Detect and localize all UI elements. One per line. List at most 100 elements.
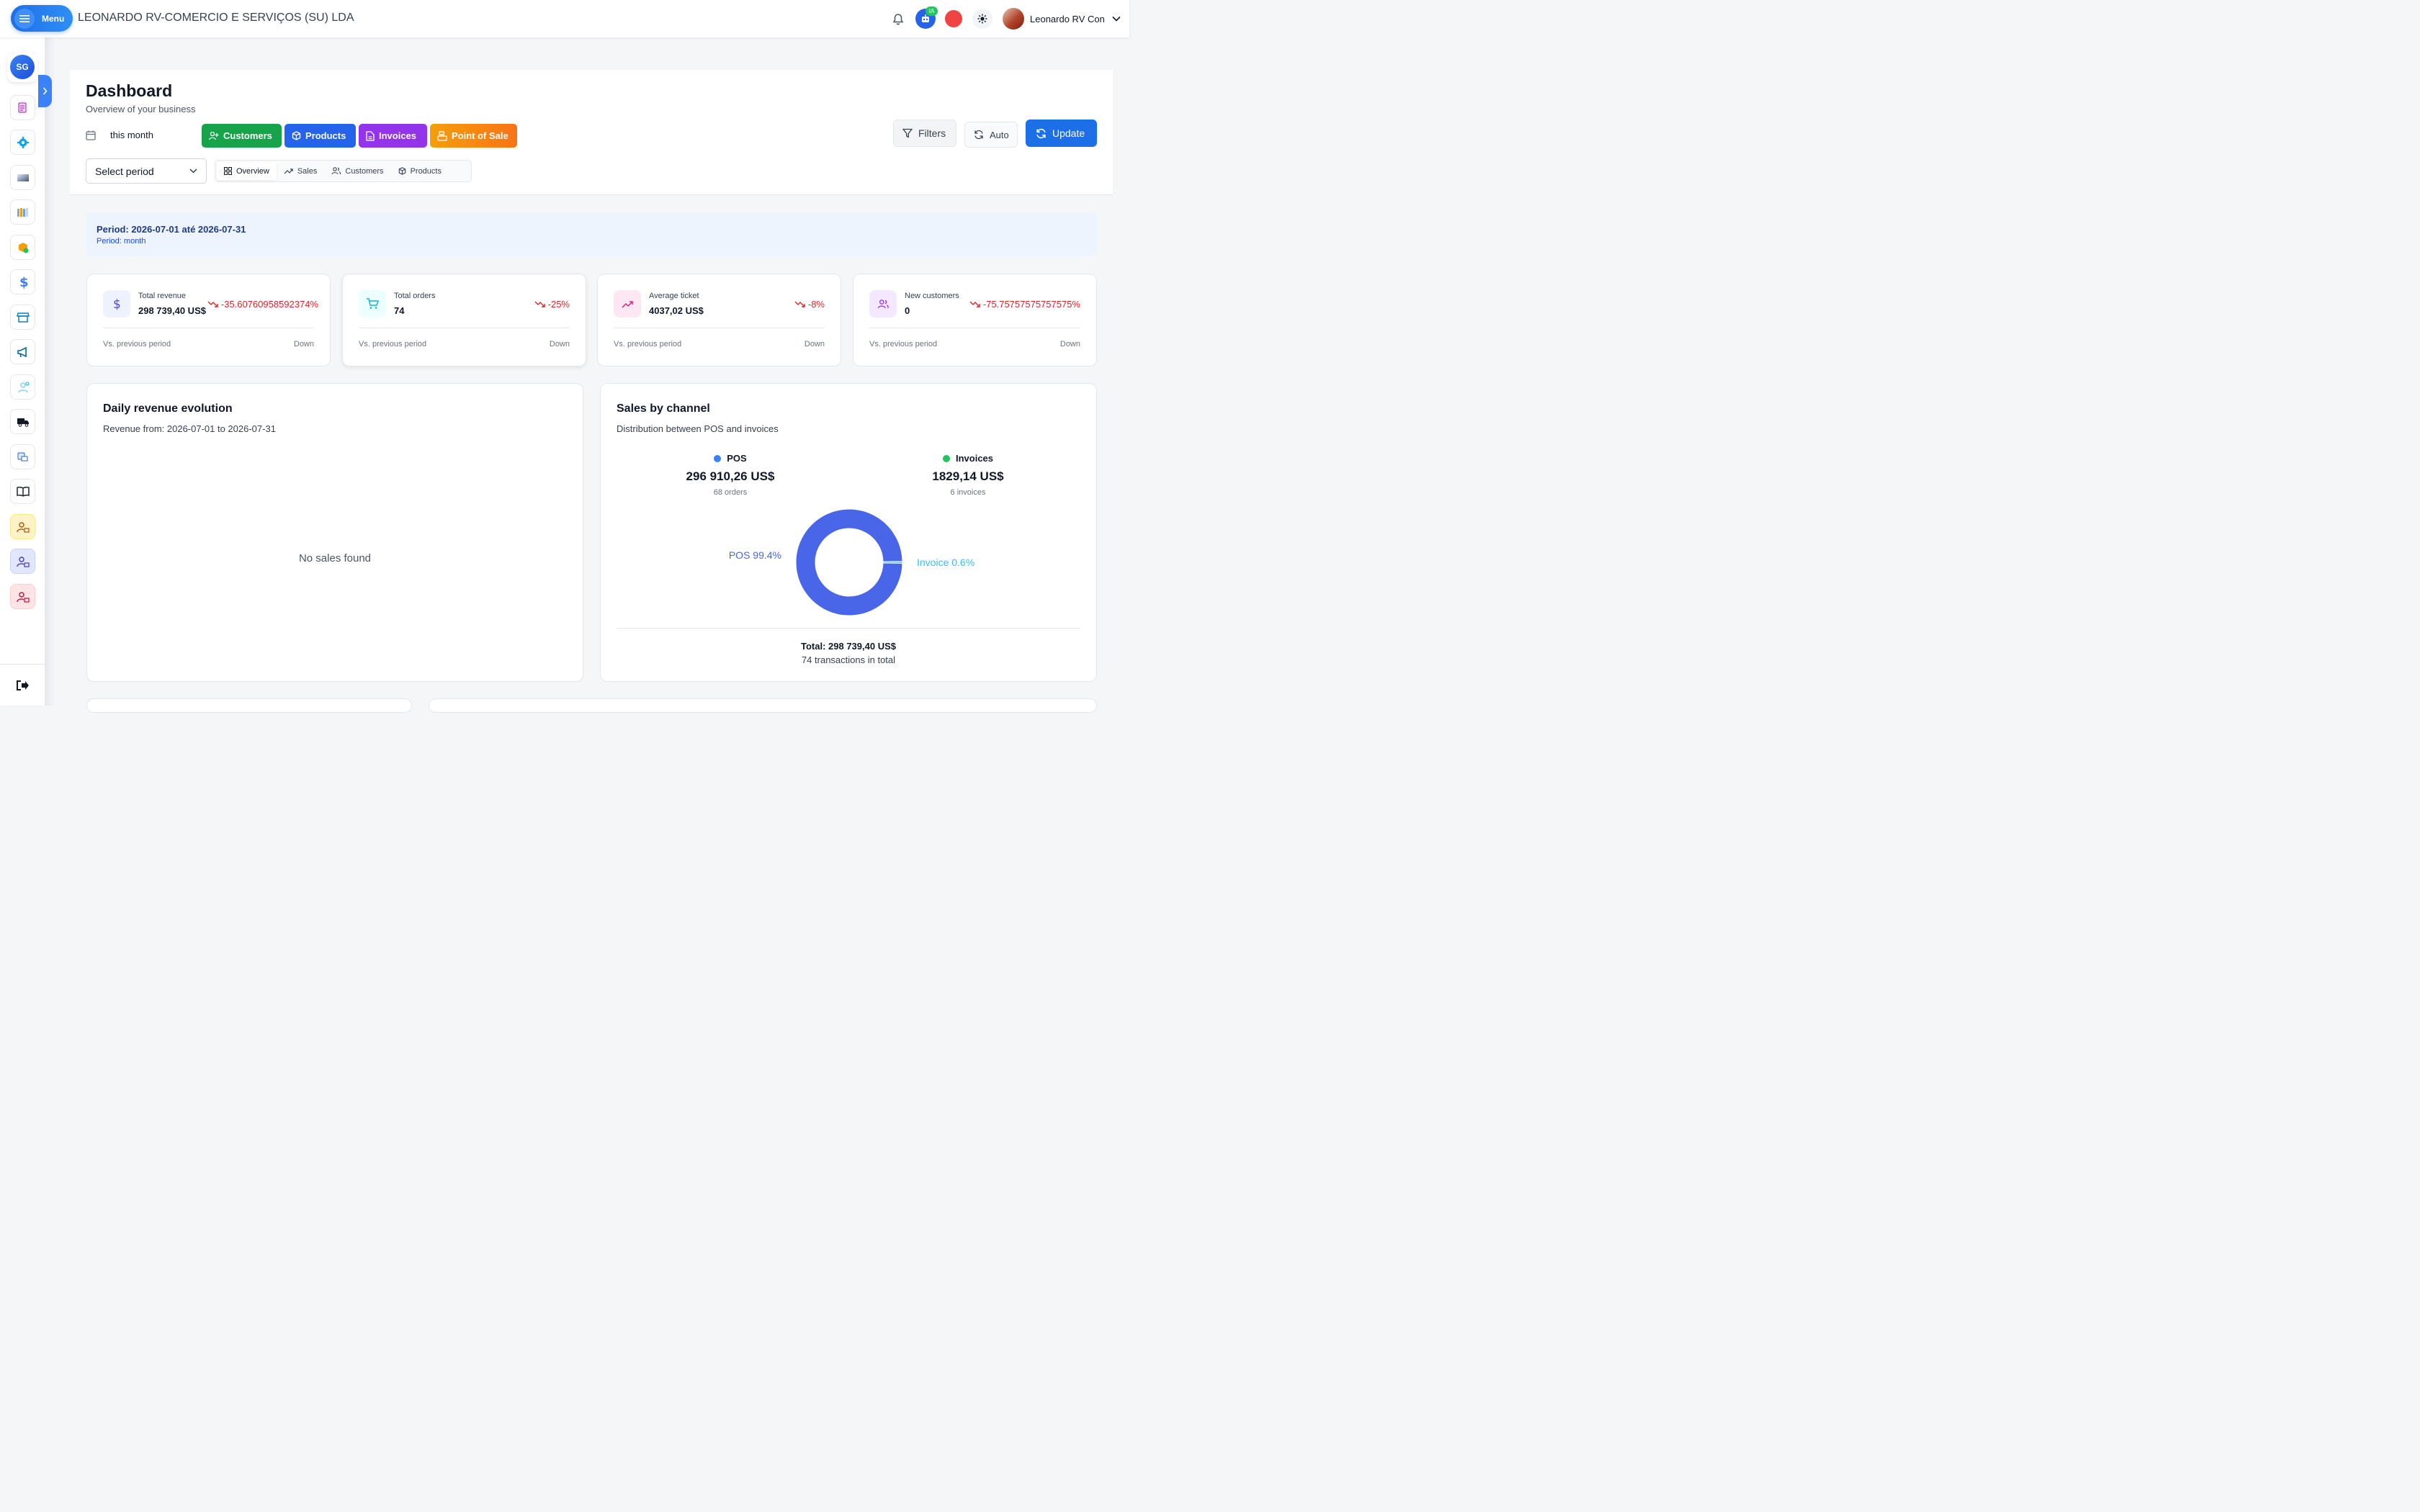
- customers-button[interactable]: Customers: [202, 124, 282, 148]
- sidebar-item-store[interactable]: [10, 305, 35, 330]
- hamburger-icon: [14, 8, 35, 29]
- products-button[interactable]: Products: [284, 124, 356, 148]
- pos-count: 68 orders: [713, 488, 748, 497]
- sidebar-item-delivery[interactable]: [10, 444, 35, 469]
- package-icon: [292, 131, 301, 140]
- calendar-icon: [86, 130, 96, 140]
- file-icon: [366, 130, 375, 141]
- sidebar-item-finance[interactable]: $: [10, 269, 35, 294]
- update-button[interactable]: Update: [1026, 120, 1097, 147]
- sidebar-item-inventory[interactable]: [10, 235, 35, 260]
- store-icon: [16, 312, 30, 323]
- date-range-picker[interactable]: this month: [86, 130, 153, 140]
- stat-label: New customers: [905, 292, 959, 300]
- sidebar-edge: [45, 37, 55, 706]
- stat-trend: Down: [1059, 340, 1080, 348]
- auto-refresh-button[interactable]: Auto: [964, 122, 1018, 148]
- stat-change: -25%: [534, 299, 570, 310]
- users-icon: [869, 290, 897, 318]
- stat-label: Total revenue: [138, 292, 187, 300]
- stat-change-value: -25%: [547, 299, 570, 310]
- refresh-icon: [1036, 128, 1046, 138]
- update-label: Update: [1052, 127, 1085, 139]
- stat-card-average-ticket: Average ticket 4037,02 US$ -8% Vs. previ…: [597, 274, 841, 366]
- sidebar-item-guide[interactable]: [10, 479, 35, 504]
- sales-by-channel-panel: Sales by channel Distribution between PO…: [600, 383, 1097, 682]
- period-range: Period: 2026-07-01 até 2026-07-31: [97, 224, 246, 235]
- donut-slice-pos[interactable]: [795, 508, 903, 616]
- invoices-count: 6 invoices: [950, 488, 986, 497]
- sidebar-item-user-access-2[interactable]: [10, 549, 35, 574]
- sidebar-toggle-button[interactable]: [38, 75, 52, 107]
- stat-value: 4037,02 US$: [649, 305, 704, 316]
- invoices-button[interactable]: Invoices: [359, 124, 427, 148]
- user-menu[interactable]: Leonardo RV Con: [1003, 7, 1121, 30]
- sidebar-item-user-access-3[interactable]: [10, 584, 35, 609]
- panel-title: Daily revenue evolution: [103, 402, 233, 415]
- stat-value: 74: [394, 305, 405, 316]
- theme-toggle-icon[interactable]: [972, 9, 992, 29]
- document-icon: [18, 102, 26, 112]
- period-select[interactable]: Select period: [86, 158, 207, 184]
- status-indicator[interactable]: [945, 10, 962, 27]
- trending-down-icon: [534, 301, 545, 307]
- page-title: Dashboard: [86, 81, 173, 100]
- avatar: [1003, 8, 1024, 30]
- channel-donut-chart: POS 99.4% Invoice 0.6%: [729, 508, 974, 616]
- customers-button-label: Customers: [223, 130, 272, 141]
- sidebar-item-shipping[interactable]: [10, 409, 35, 434]
- invoices-summary: Invoices 1829,14 US$ 6 invoices: [910, 453, 1026, 497]
- org-switcher[interactable]: SG: [7, 52, 37, 82]
- invoices-button-label: Invoices: [379, 130, 417, 141]
- truck-icon: [17, 418, 29, 427]
- menu-button[interactable]: Menu: [11, 5, 73, 32]
- legend-dot-invoices: [942, 454, 950, 462]
- logout-button[interactable]: [0, 664, 45, 706]
- channel-total: Total: 298 739,40 US$: [801, 641, 896, 652]
- stat-comparison: Vs. previous period: [103, 340, 171, 348]
- channel-transactions: 74 transactions in total: [801, 654, 896, 665]
- tab-customers[interactable]: Customers: [324, 162, 390, 180]
- tab-sales[interactable]: Sales: [277, 162, 325, 180]
- sidebar-item-gradient[interactable]: [10, 165, 35, 190]
- stat-change: -35.60760958592374%: [207, 299, 318, 310]
- stat-value: 0: [905, 305, 910, 316]
- sidebar-item-settings[interactable]: [10, 130, 35, 155]
- trending-up-icon: [614, 290, 641, 318]
- sidebar-item-team[interactable]: [10, 374, 35, 400]
- grid-icon: [224, 167, 232, 175]
- chevron-down-icon: [1112, 16, 1121, 22]
- settings-icon: [17, 136, 29, 148]
- tab-overview[interactable]: Overview: [217, 162, 277, 180]
- filter-icon: [902, 128, 913, 138]
- user-name: Leonardo RV Con: [1030, 13, 1105, 24]
- ai-badge: IA: [926, 6, 938, 16]
- bell-icon[interactable]: [888, 9, 908, 29]
- donut-label-invoice: Invoice 0.6%: [917, 557, 974, 568]
- org-initials: SG: [10, 55, 35, 79]
- robot-icon: [922, 14, 929, 22]
- stat-change: -75.75757575757575%: [969, 299, 1080, 310]
- delivery-icon: [17, 452, 27, 461]
- sidebar-item-library[interactable]: [10, 199, 35, 225]
- users-icon: [331, 167, 341, 175]
- chevron-right-icon: [42, 87, 48, 95]
- tab-products[interactable]: Products: [391, 162, 449, 180]
- sidebar-item-marketing[interactable]: [10, 339, 35, 364]
- divider: [617, 628, 1080, 629]
- user-lock-icon: [16, 591, 30, 603]
- trending-down-icon: [969, 301, 980, 307]
- stat-card-new-customers: New customers 0 -75.75757575757575% Vs. …: [853, 274, 1097, 366]
- gradient-icon: [17, 174, 29, 181]
- pos-value: 296 910,26 US$: [686, 469, 775, 483]
- sidebar-item-documents[interactable]: [10, 95, 35, 120]
- sidebar-item-user-access-1[interactable]: [10, 514, 35, 539]
- user-lock-icon: [16, 556, 30, 567]
- stat-card-total-revenue: $ Total revenue 298 739,40 US$ -35.60760…: [86, 274, 331, 366]
- point-of-sale-button[interactable]: Point of Sale: [430, 124, 517, 148]
- cart-icon: [359, 290, 386, 318]
- filters-button[interactable]: Filters: [893, 120, 956, 147]
- donut-label-pos: POS 99.4%: [729, 549, 781, 561]
- daily-revenue-panel: Daily revenue evolution Revenue from: 20…: [86, 383, 583, 682]
- book-icon: [16, 486, 30, 497]
